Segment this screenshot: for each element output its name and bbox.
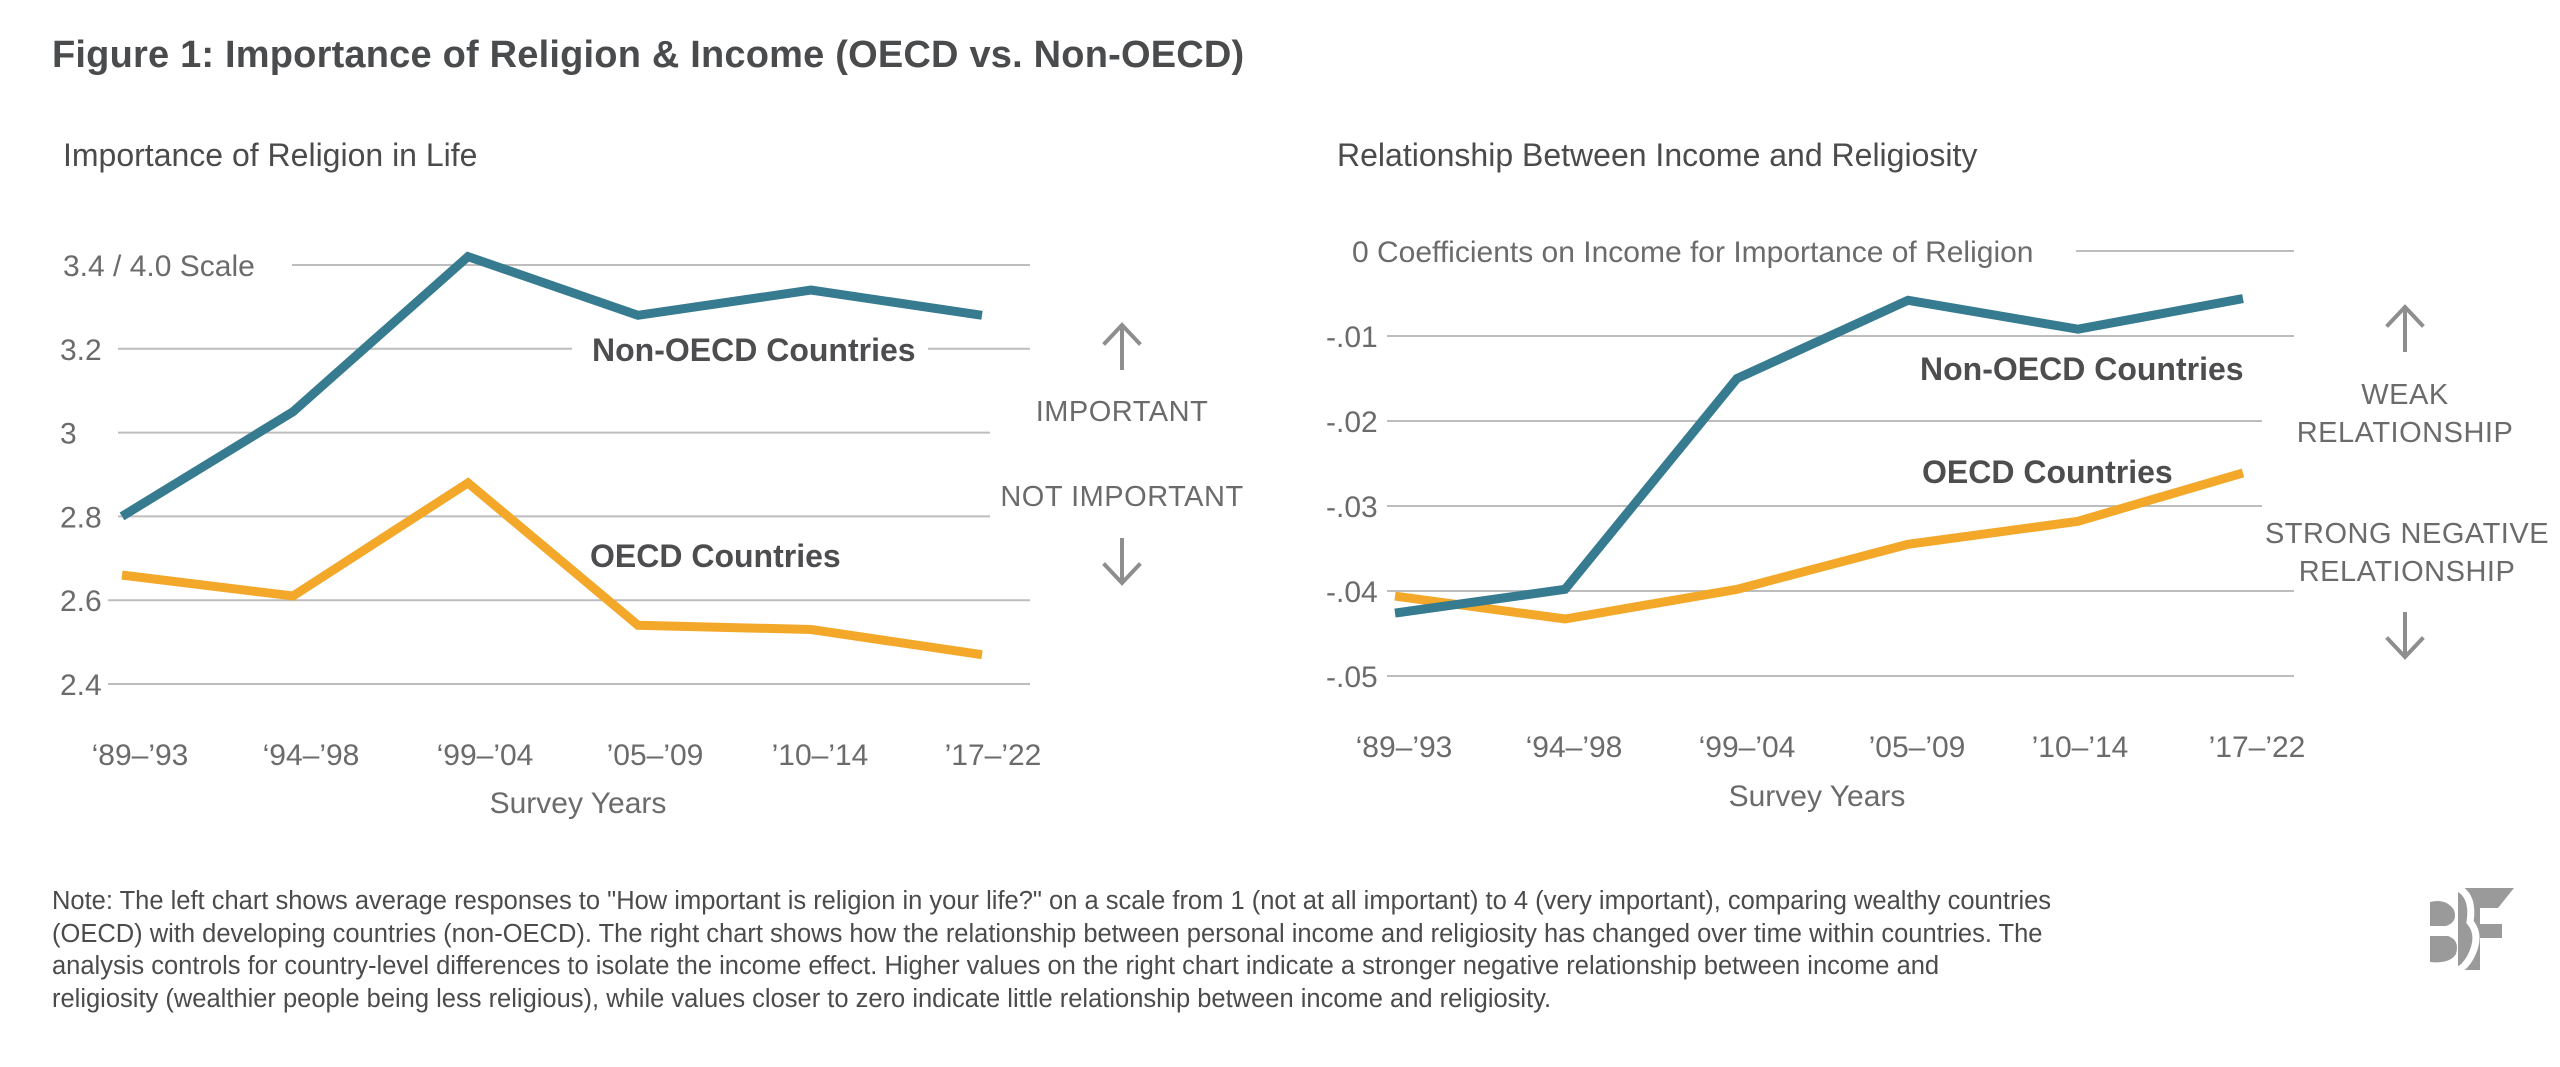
left-chart-lines xyxy=(119,251,983,660)
x-tick-label: ’17–’22 xyxy=(2209,731,2306,764)
x-tick-label: ’17–’22 xyxy=(945,739,1042,772)
y-tick-label: -.01 xyxy=(1326,321,1378,354)
arrow-down-icon xyxy=(1102,538,1142,586)
y-tick-label: 2.6 xyxy=(60,585,102,618)
y-tick-label: 2.8 xyxy=(60,501,102,534)
series-line-non-oecd xyxy=(119,251,983,521)
right-label-non-oecd: Non-OECD Countries xyxy=(1920,351,2244,387)
right-chart: Relationship Between Income and Religios… xyxy=(1326,137,2549,813)
left-chart-x-axis-label: Survey Years xyxy=(490,787,667,820)
right-chart-x-axis-label: Survey Years xyxy=(1729,780,1906,813)
figure-note: Note: The left chart shows average respo… xyxy=(52,887,2052,1013)
figure-title: Figure 1: Importance of Religion & Incom… xyxy=(52,34,1245,76)
arrow-up-icon xyxy=(2385,304,2425,352)
y-tick-label: 3.4 / 4.0 Scale xyxy=(63,250,255,283)
x-tick-label: ‘99–’04 xyxy=(437,739,534,772)
x-tick-label: ’05–’09 xyxy=(1869,731,1966,764)
y-tick-label: 3 xyxy=(60,418,77,451)
x-tick-label: ’05–’09 xyxy=(607,739,704,772)
right-chart-x-ticks: ‘89–’93 ‘94–’98 ‘99–’04 ’05–’09 ’10–’14 ’17–’… xyxy=(1356,731,2306,764)
figure-charts: Importance of Religion in Life 2.4 2.6 2.8… xyxy=(60,137,2549,820)
right-anno-weak-relationship: RELATIONSHIP xyxy=(2297,417,2514,449)
y-tick-label: -.05 xyxy=(1326,661,1378,694)
left-chart-x-ticks: ‘89–’93 ‘94–’98 ‘99–’04 ’05–’09 ’10–’14 ’17–’… xyxy=(92,739,1042,772)
y-tick-label: 2.4 xyxy=(60,669,102,702)
right-anno-strong-negative: STRONG NEGATIVE xyxy=(2265,518,2549,550)
right-chart-title: Relationship Between Income and Religios… xyxy=(1337,137,1977,173)
left-chart-gridlines xyxy=(108,264,1030,685)
right-label-oecd: OECD Countries xyxy=(1922,454,2173,490)
left-chart: Importance of Religion in Life 2.4 2.6 2.8… xyxy=(60,137,1243,820)
right-chart-y-ticks: -.05 -.04 -.03 -.02 -.01 0 Coefficients on In… xyxy=(1326,236,2033,694)
x-tick-label: ‘94–’98 xyxy=(263,739,360,772)
y-tick-label: 0 Coefficients on Income for Importance … xyxy=(1352,236,2033,269)
left-anno-not-important: NOT IMPORTANT xyxy=(1000,481,1243,513)
left-anno-important: IMPORTANT xyxy=(1036,396,1209,428)
x-tick-label: ‘99–’04 xyxy=(1699,731,1796,764)
arrow-down-icon xyxy=(2385,612,2425,660)
left-label-oecd: OECD Countries xyxy=(590,538,841,574)
arrow-up-icon xyxy=(1102,322,1142,370)
x-tick-label: ’10–’14 xyxy=(2032,731,2129,764)
left-label-non-oecd: Non-OECD Countries xyxy=(592,332,916,368)
right-anno-weak: WEAK xyxy=(2361,379,2449,411)
series-line-non-oecd xyxy=(1394,294,2244,618)
y-tick-label: -.04 xyxy=(1326,576,1378,609)
left-chart-y-ticks: 2.4 2.6 2.8 3 3.2 3.4 / 4.0 Scale xyxy=(60,250,255,702)
bf-logo-icon xyxy=(2430,888,2514,972)
y-tick-label: -.02 xyxy=(1326,406,1378,439)
x-tick-label: ‘89–’93 xyxy=(92,739,189,772)
x-tick-label: ‘89–’93 xyxy=(1356,731,1453,764)
y-tick-label: -.03 xyxy=(1326,491,1378,524)
right-chart-lines xyxy=(1394,294,2245,624)
x-tick-label: ‘94–’98 xyxy=(1526,731,1623,764)
x-tick-label: ’10–’14 xyxy=(772,739,869,772)
series-line-oecd xyxy=(1394,468,2245,624)
y-tick-label: 3.2 xyxy=(60,334,102,367)
left-chart-title: Importance of Religion in Life xyxy=(63,137,477,173)
series-line-oecd xyxy=(121,477,983,660)
right-anno-strong-relationship: RELATIONSHIP xyxy=(2299,556,2516,588)
